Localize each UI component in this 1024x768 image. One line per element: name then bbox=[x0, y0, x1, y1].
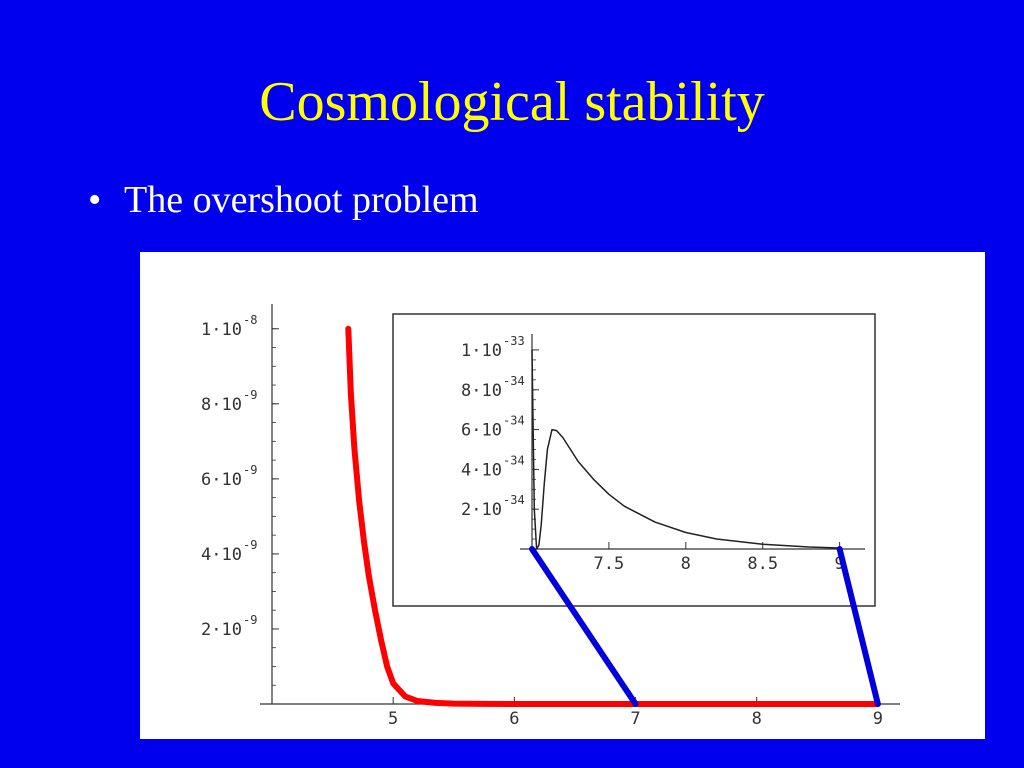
inset-y-tick-exponent: -33 bbox=[503, 334, 525, 348]
inset-y-tick-exponent: -34 bbox=[503, 453, 525, 467]
inset-y-tick-label: 2·10 -34 bbox=[461, 493, 525, 520]
main-plot: 5 6 7 8 92·10 -94·10 -96·10 -98·10 -91·10 -8 bbox=[201, 304, 900, 729]
overshoot-chart: 5 6 7 8 92·10 -94·10 -96·10 -98·10 -91·10 -8 7.5 8… bbox=[201, 304, 900, 729]
bullet-text: The overshoot problem bbox=[124, 179, 479, 221]
inset-x-tick-label: 9 bbox=[834, 554, 844, 574]
inset-y-tick-mantissa: 2·10 bbox=[461, 500, 502, 520]
bullet-item: • The overshoot problem bbox=[88, 178, 479, 222]
main-x-tick-label: 7 bbox=[630, 709, 640, 729]
inset-y-tick-mantissa: 1·10 bbox=[461, 341, 502, 361]
main-x-tick-label: 8 bbox=[752, 709, 762, 729]
main-y-tick-mantissa: 2·10 bbox=[201, 620, 242, 640]
inset-y-tick-mantissa: 6·10 bbox=[461, 421, 502, 441]
main-x-tick-label: 6 bbox=[509, 709, 519, 729]
main-y-tick-exponent: -9 bbox=[243, 388, 257, 402]
main-y-tick-exponent: -9 bbox=[243, 613, 257, 627]
main-y-tick-mantissa: 6·10 bbox=[201, 470, 242, 490]
inset-y-tick-label: 6·10 -34 bbox=[461, 414, 525, 441]
zoom-connectors bbox=[529, 546, 881, 707]
inset-plot: 7.5 8 8.5 92·10 -344·10 -346·10 -348·10 -341·10… bbox=[461, 334, 865, 574]
inset-series-line bbox=[531, 349, 841, 550]
main-y-tick-label: 2·10 -9 bbox=[201, 613, 257, 640]
slide-title: Cosmological stability bbox=[259, 71, 765, 133]
main-y-tick-exponent: -9 bbox=[243, 463, 257, 477]
inset-y-tick-label: 1·10 -33 bbox=[461, 334, 525, 361]
chart-figure: 5 6 7 8 9 2·10 -9 4·10 -9 6·10 -9 8·10 -9 1·10 -8 7.5 8… bbox=[140, 252, 985, 739]
inset-y-tick-label: 4·10 -34 bbox=[461, 453, 525, 480]
main-y-tick-mantissa: 8·10 bbox=[201, 395, 242, 415]
main-y-tick-label: 1·10 -8 bbox=[201, 313, 257, 340]
main-y-tick-label: 8·10 -9 bbox=[201, 388, 257, 415]
inset-frame bbox=[392, 313, 876, 607]
main-y-tick-label: 6·10 -9 bbox=[201, 463, 257, 490]
inset-y-tick-mantissa: 4·10 bbox=[461, 460, 502, 480]
inset-y-tick-label: 8·10 -34 bbox=[461, 374, 525, 401]
inset-y-tick-exponent: -34 bbox=[503, 414, 525, 428]
main-series-line bbox=[345, 325, 881, 707]
zoom-connector-left bbox=[529, 546, 639, 707]
main-x-tick-label: 9 bbox=[873, 709, 883, 729]
inset-x-tick-label: 8 bbox=[681, 554, 691, 574]
main-y-tick-exponent: -8 bbox=[243, 313, 257, 327]
main-y-tick-exponent: -9 bbox=[243, 538, 257, 552]
inset-x-tick-label: 7.5 bbox=[594, 554, 625, 574]
inset-y-tick-mantissa: 8·10 bbox=[461, 381, 502, 401]
inset-x-tick-label: 8.5 bbox=[747, 554, 778, 574]
inset-y-tick-exponent: -34 bbox=[503, 374, 525, 388]
main-x-tick-label: 5 bbox=[388, 709, 398, 729]
zoom-connector-right bbox=[836, 546, 881, 707]
bullet-marker: • bbox=[88, 179, 102, 221]
inset-y-tick-exponent: -34 bbox=[503, 493, 525, 507]
main-y-tick-label: 4·10 -9 bbox=[201, 538, 257, 565]
main-y-tick-mantissa: 1·10 bbox=[201, 320, 242, 340]
main-y-tick-mantissa: 4·10 bbox=[201, 545, 242, 565]
